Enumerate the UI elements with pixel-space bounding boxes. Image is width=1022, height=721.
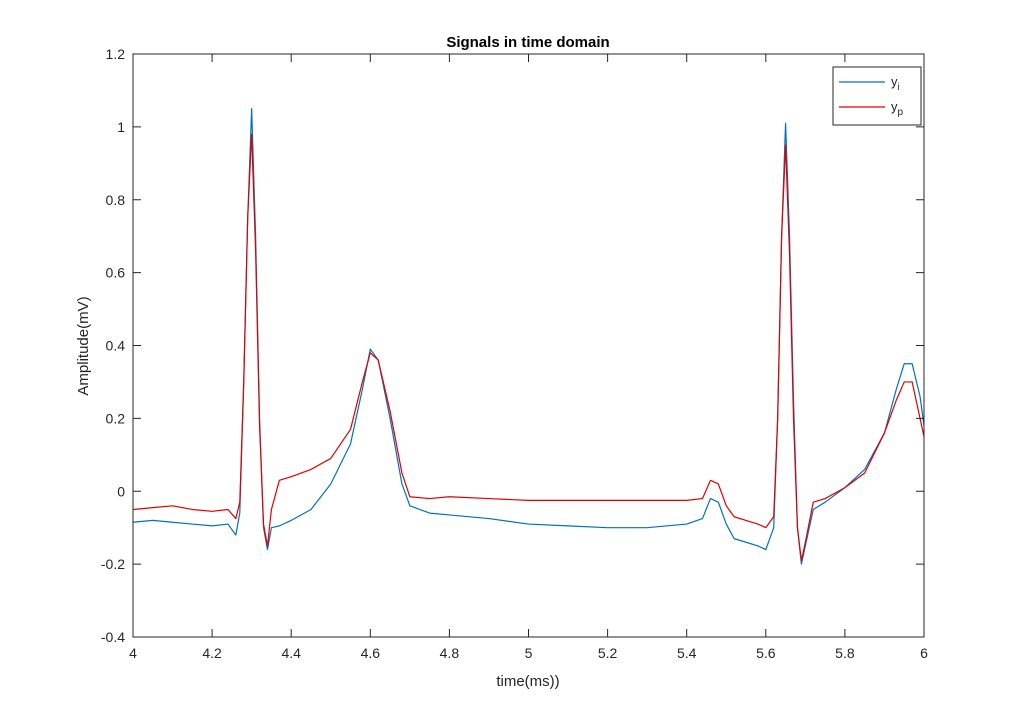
y-axis-label: Amplitude(mV) [75, 296, 92, 395]
x-tick-label: 4.2 [202, 645, 222, 661]
series-layer [133, 108, 924, 565]
x-axis: 4 4.2 4.4 4.6 4.8 5 5.2 5.4 5.6 5.8 6 [129, 54, 928, 661]
x-tick-label: 4 [129, 645, 137, 661]
x-tick-label: 5.4 [677, 645, 697, 661]
legend-label: yi [891, 74, 900, 93]
x-tick-label: 5 [525, 645, 533, 661]
legend-box [832, 66, 922, 126]
x-tick-label: 4.8 [440, 645, 460, 661]
x-tick-label: 4.4 [281, 645, 301, 661]
y-tick-label: 0 [117, 483, 125, 499]
y-tick-label: 0.8 [106, 192, 126, 208]
x-tick-label: 4.6 [361, 645, 381, 661]
x-tick-label: 5.8 [835, 645, 855, 661]
legend-label: yp [891, 99, 904, 118]
y-tick-label: -0.4 [101, 629, 125, 645]
series-line-y-i [133, 108, 924, 565]
y-tick-label: 0.4 [106, 338, 126, 354]
x-tick-label: 5.6 [756, 645, 776, 661]
series-line-y-p [133, 133, 924, 562]
y-tick-label: 0.6 [106, 265, 126, 281]
legend: yi yp [832, 66, 922, 126]
y-tick-label: -0.2 [101, 556, 125, 572]
y-axis: -0.4 -0.2 0 0.2 0.4 0.6 0.8 1 1.2 [101, 46, 924, 645]
x-axis-label: time(ms)) [496, 673, 559, 690]
x-tick-label: 5.2 [598, 645, 618, 661]
chart-title: Signals in time domain [446, 34, 609, 51]
y-tick-label: 1.2 [106, 46, 126, 62]
y-tick-label: 1 [117, 119, 125, 135]
x-tick-label: 6 [920, 645, 928, 661]
y-tick-label: 0.2 [106, 410, 126, 426]
